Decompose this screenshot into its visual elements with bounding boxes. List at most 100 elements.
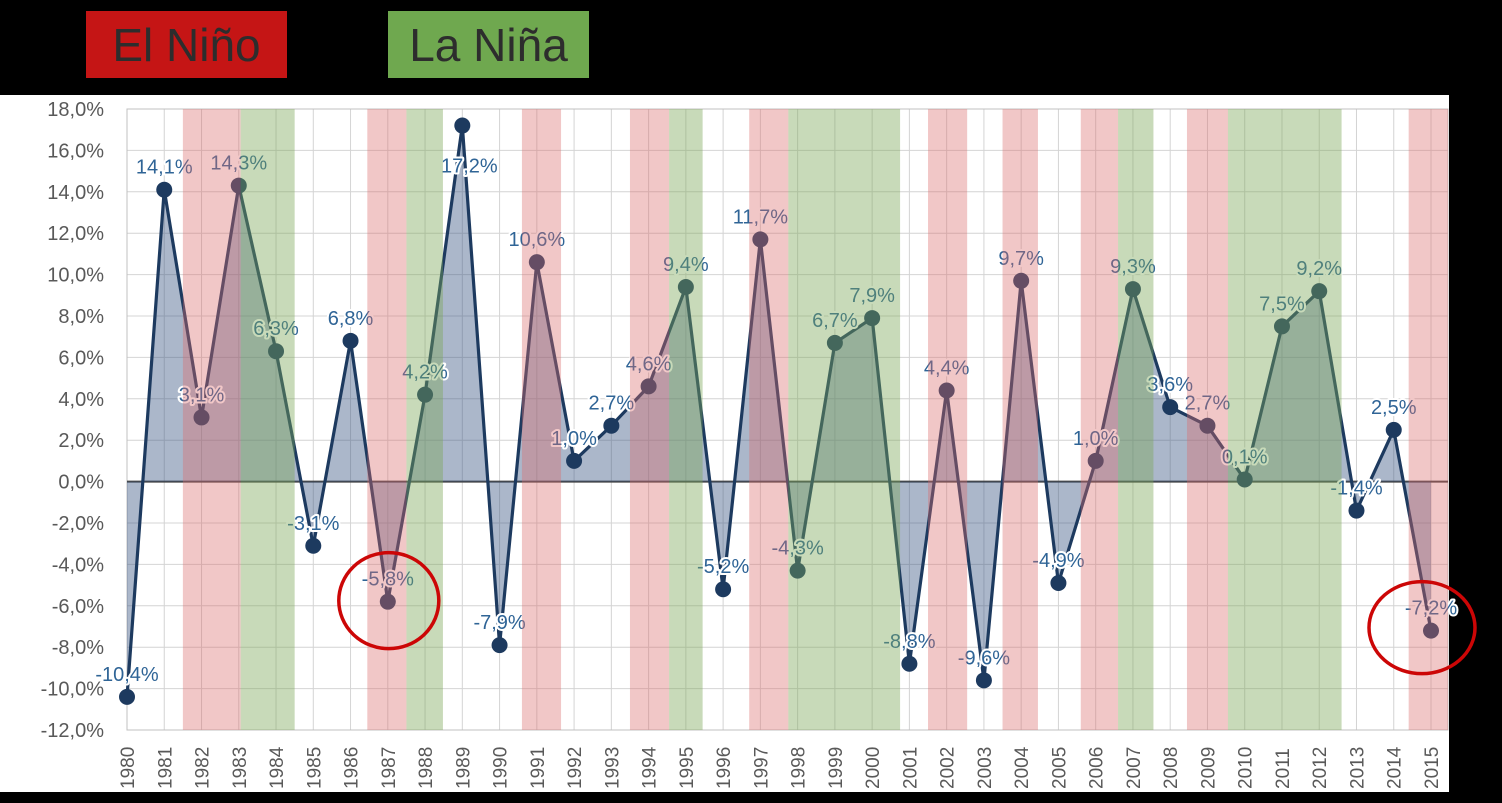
el-nino-band — [749, 109, 789, 730]
el-nino-band — [1080, 109, 1119, 730]
data-label-2006: 1,0% — [1073, 428, 1119, 450]
legend-el-nino-label: El Niño — [112, 18, 261, 71]
data-label-1992: 1,0% — [551, 428, 597, 450]
y-tick-label: -8,0% — [52, 637, 104, 659]
data-label-2004: 9,7% — [998, 248, 1044, 270]
x-tick-label: 1988 — [416, 747, 437, 789]
data-label-2001: -8,8% — [883, 631, 935, 653]
x-tick-label: 2009 — [1198, 747, 1219, 789]
data-point-2001 — [901, 655, 918, 672]
data-point-1996 — [715, 581, 732, 598]
data-label-2002: 4,4% — [924, 358, 970, 380]
x-tick-label: 1991 — [528, 747, 549, 789]
data-point-1983 — [230, 177, 247, 194]
data-label-1991: 10,6% — [508, 229, 565, 251]
x-tick-label: 1998 — [789, 747, 810, 789]
data-label-1989: 17,2% — [441, 156, 498, 178]
data-point-1985 — [305, 537, 322, 554]
data-label-2011: 7,5% — [1259, 293, 1305, 315]
plot-border — [126, 108, 1449, 731]
y-tick-label: 10,0% — [47, 265, 104, 287]
data-point-1987 — [379, 593, 396, 610]
data-label-1983: 14,3% — [210, 153, 267, 175]
data-point-2013 — [1348, 502, 1365, 519]
x-tick-label: 2007 — [1124, 747, 1145, 789]
x-tick-label: 1990 — [491, 747, 512, 789]
data-point-1980 — [119, 688, 135, 705]
la-nina-band — [1227, 109, 1342, 730]
el-nino-band — [182, 109, 241, 730]
data-point-2009 — [1199, 417, 1216, 434]
data-point-1993 — [603, 417, 620, 434]
data-point-1994 — [640, 378, 657, 395]
data-label-2015: -7,2% — [1405, 598, 1457, 620]
data-label-1981: 14,1% — [136, 157, 193, 179]
x-tick-label: 1999 — [826, 747, 847, 789]
data-point-2007 — [1124, 281, 1141, 298]
x-tick-label: 1993 — [602, 747, 623, 789]
y-tick-label: -2,0% — [52, 513, 104, 535]
x-tick-label: 1986 — [342, 747, 363, 789]
legend-el-nino: El Niño — [86, 11, 287, 78]
x-tick-label: 2002 — [938, 747, 959, 789]
y-tick-label: -12,0% — [41, 720, 105, 742]
annotation-circle-1987 — [337, 550, 441, 651]
y-tick-label: 2,0% — [58, 430, 104, 452]
data-point-1982 — [193, 409, 210, 426]
x-tick-label: 1982 — [193, 747, 214, 789]
data-label-2009: 2,7% — [1185, 393, 1231, 415]
el-nino-band — [1186, 109, 1228, 730]
data-label-1982: 3,1% — [179, 384, 225, 406]
data-point-2011 — [1273, 318, 1290, 335]
data-label-2014: 2,5% — [1371, 397, 1417, 419]
x-tick-label: 2012 — [1310, 747, 1331, 789]
x-tick-label: 1995 — [677, 747, 698, 789]
x-tick-label: 2006 — [1087, 747, 1108, 789]
data-label-1995: 9,4% — [663, 254, 709, 276]
x-tick-label: 1983 — [230, 747, 251, 789]
y-tick-label: 0,0% — [58, 472, 104, 494]
data-label-1988: 4,2% — [402, 362, 448, 384]
la-nina-band — [406, 109, 443, 730]
data-label-1986: 6,8% — [328, 308, 374, 330]
data-point-1997 — [752, 231, 769, 248]
y-tick-label: 12,0% — [47, 223, 104, 245]
x-tick-label: 2001 — [900, 747, 921, 789]
data-point-1998 — [789, 562, 806, 579]
data-point-2008 — [1162, 399, 1179, 416]
data-label-1987: -5,8% — [362, 569, 414, 591]
la-nina-band — [669, 109, 703, 730]
y-tick-label: 8,0% — [58, 306, 104, 328]
el-nino-band — [928, 109, 968, 730]
data-point-1984 — [268, 343, 285, 360]
data-point-2000 — [864, 310, 881, 327]
la-nina-band — [1118, 109, 1154, 730]
data-label-2008: 3,6% — [1147, 374, 1193, 396]
data-label-1990: -7,9% — [473, 612, 525, 634]
data-point-1992 — [566, 452, 583, 469]
data-label-2013: -1,4% — [1330, 478, 1382, 500]
data-label-2003: -9,6% — [958, 647, 1010, 669]
x-tick-label: 1981 — [155, 747, 176, 789]
data-label-1997: 11,7% — [733, 206, 788, 228]
x-tick-label: 2003 — [975, 747, 996, 789]
el-nino-band — [521, 109, 562, 730]
data-point-1995 — [677, 279, 694, 296]
data-label-1994: 4,6% — [626, 353, 672, 375]
data-label-2010: 0,1% — [1222, 447, 1268, 469]
x-tick-label: 1987 — [379, 747, 400, 789]
data-label-1984: 6,3% — [253, 318, 299, 340]
series-line — [125, 123, 1433, 697]
x-tick-label: 2010 — [1236, 747, 1257, 789]
la-nina-band — [240, 109, 295, 730]
data-label-2007: 9,3% — [1110, 256, 1156, 278]
x-tick-label: 2004 — [1012, 746, 1033, 789]
y-tick-label: -10,0% — [41, 679, 105, 701]
data-point-1991 — [528, 254, 545, 271]
el-nino-band — [367, 109, 407, 730]
data-point-2004 — [1013, 272, 1030, 289]
data-label-2005: -4,9% — [1032, 550, 1084, 572]
y-tick-label: 4,0% — [58, 389, 104, 411]
y-tick-label: -4,0% — [52, 554, 104, 576]
